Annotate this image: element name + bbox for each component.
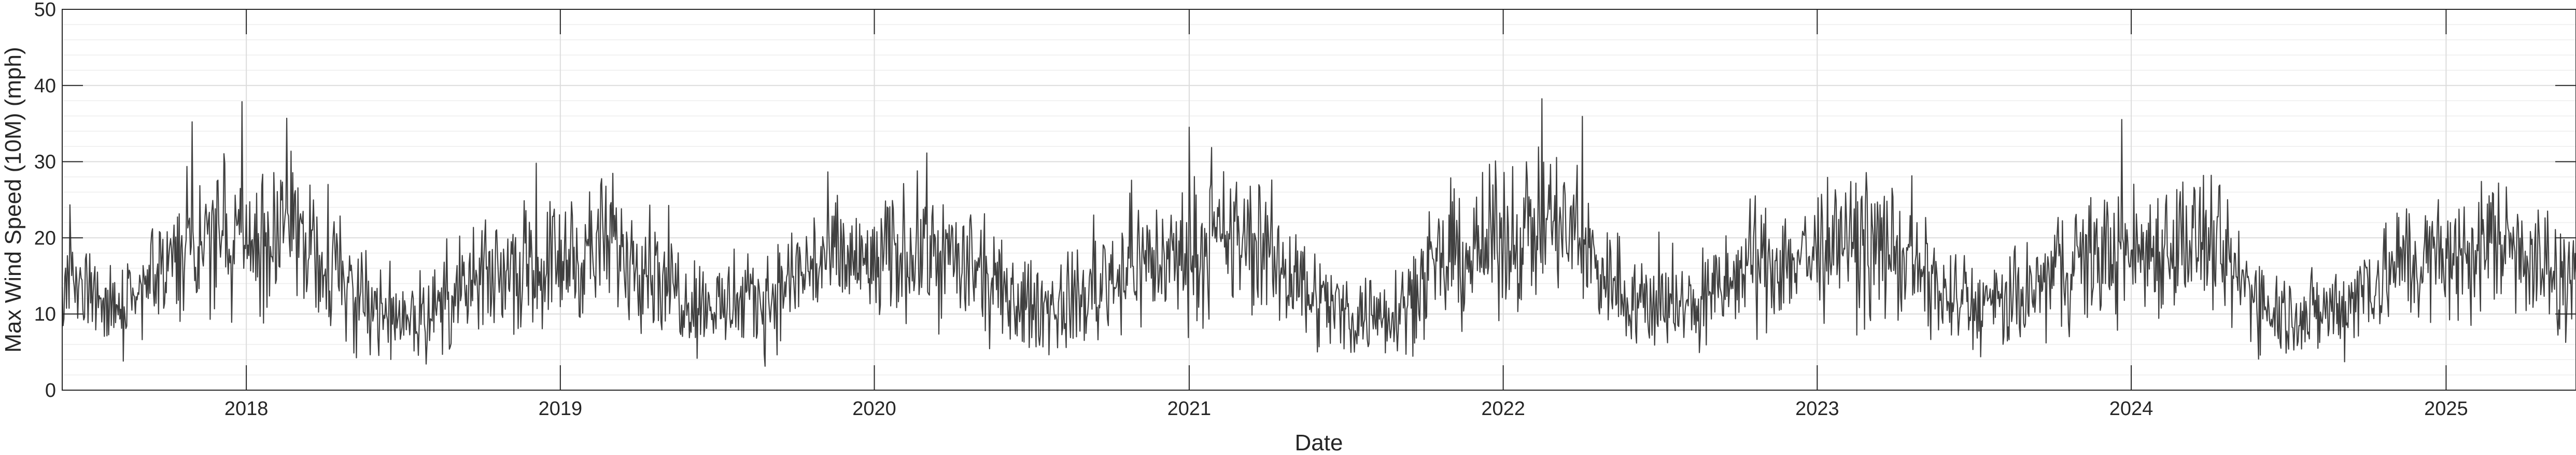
plot-frame xyxy=(62,9,2576,391)
x-tick-label: 2019 xyxy=(539,398,583,420)
y-tick-label: 20 xyxy=(34,227,56,249)
series-line xyxy=(61,98,2576,367)
x-axis-label: Date xyxy=(1295,430,1343,455)
y-tick-label: 10 xyxy=(34,304,56,325)
x-tick-label: 2023 xyxy=(1795,398,1839,420)
x-tick-label: 2021 xyxy=(1167,398,1212,420)
y-axis-label: Max Wind Speed (10M) (mph) xyxy=(1,47,26,352)
y-tick-label: 40 xyxy=(34,75,56,97)
x-axis-ticks: 2018 2019 2020 2021 2022 2023 2024 2025 xyxy=(224,9,2468,420)
y-tick-label: 50 xyxy=(34,0,56,21)
x-tick-label: 2025 xyxy=(2424,398,2468,420)
x-tick-label: 2024 xyxy=(2109,398,2153,420)
x-tick-label: 2020 xyxy=(852,398,896,420)
y-axis-ticks: 0 10 20 30 40 50 xyxy=(34,0,2576,402)
x-tick-label: 2022 xyxy=(1481,398,1525,420)
y-tick-label: 0 xyxy=(45,380,56,402)
x-tick-label: 2018 xyxy=(224,398,269,420)
y-tick-label: 30 xyxy=(34,151,56,173)
